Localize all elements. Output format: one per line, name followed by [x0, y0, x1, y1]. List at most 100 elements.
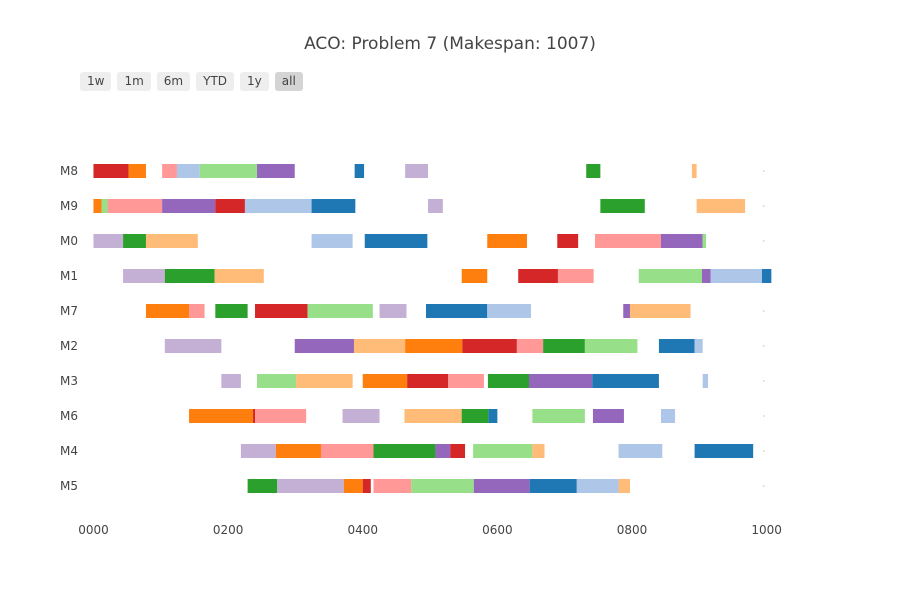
task-bar[interactable]	[176, 164, 200, 178]
task-bar[interactable]	[145, 234, 198, 248]
task-bar[interactable]	[473, 444, 533, 458]
task-bar[interactable]	[189, 304, 205, 318]
task-bar[interactable]	[487, 234, 527, 248]
task-bar[interactable]	[691, 164, 697, 178]
task-bar[interactable]	[694, 444, 754, 458]
task-bar[interactable]	[532, 409, 585, 423]
task-bar[interactable]	[543, 339, 585, 353]
task-bar[interactable]	[426, 304, 488, 318]
task-bar[interactable]	[253, 409, 256, 423]
task-bar[interactable]	[473, 479, 530, 493]
task-bar[interactable]	[123, 234, 146, 248]
task-bar[interactable]	[354, 164, 365, 178]
task-bar[interactable]	[244, 199, 312, 213]
task-bar[interactable]	[638, 269, 703, 283]
range-button-ytd[interactable]: YTD	[196, 72, 235, 91]
task-bar[interactable]	[162, 199, 216, 213]
task-bar[interactable]	[529, 479, 577, 493]
task-bar[interactable]	[660, 234, 703, 248]
task-bar[interactable]	[353, 339, 406, 353]
task-bar[interactable]	[557, 234, 579, 248]
task-bar[interactable]	[362, 479, 371, 493]
task-bar[interactable]	[164, 269, 215, 283]
task-bar[interactable]	[594, 234, 661, 248]
task-bar[interactable]	[199, 164, 258, 178]
task-bar[interactable]	[296, 374, 353, 388]
task-bar[interactable]	[487, 304, 532, 318]
task-bar[interactable]	[435, 444, 451, 458]
task-bar[interactable]	[404, 409, 462, 423]
task-bar[interactable]	[362, 374, 408, 388]
task-bar[interactable]	[307, 304, 373, 318]
task-bar[interactable]	[702, 374, 709, 388]
task-bar[interactable]	[257, 164, 295, 178]
task-bar[interactable]	[702, 269, 711, 283]
task-bar[interactable]	[215, 199, 245, 213]
task-bar[interactable]	[311, 199, 356, 213]
task-bar[interactable]	[702, 234, 707, 248]
task-bar[interactable]	[411, 479, 474, 493]
task-bar[interactable]	[373, 444, 436, 458]
task-bar[interactable]	[600, 199, 645, 213]
task-bar[interactable]	[93, 199, 102, 213]
task-bar[interactable]	[101, 199, 108, 213]
task-bar[interactable]	[761, 269, 772, 283]
task-bar[interactable]	[450, 444, 466, 458]
task-bar[interactable]	[364, 234, 428, 248]
task-bar[interactable]	[405, 164, 429, 178]
task-bar[interactable]	[586, 164, 601, 178]
task-bar[interactable]	[618, 444, 663, 458]
task-bar[interactable]	[247, 479, 278, 493]
task-bar[interactable]	[618, 479, 630, 493]
task-bar[interactable]	[592, 409, 624, 423]
task-bar[interactable]	[128, 164, 146, 178]
task-bar[interactable]	[255, 304, 308, 318]
range-button-1y[interactable]: 1y	[240, 72, 269, 91]
task-bar[interactable]	[696, 199, 746, 213]
task-bar[interactable]	[462, 339, 517, 353]
task-bar[interactable]	[557, 269, 594, 283]
task-bar[interactable]	[448, 374, 484, 388]
task-bar[interactable]	[428, 199, 443, 213]
task-bar[interactable]	[277, 479, 344, 493]
task-bar[interactable]	[321, 444, 374, 458]
task-bar[interactable]	[145, 304, 190, 318]
task-bar[interactable]	[221, 374, 241, 388]
task-bar[interactable]	[189, 409, 253, 423]
task-bar[interactable]	[629, 304, 691, 318]
task-bar[interactable]	[488, 409, 498, 423]
task-bar[interactable]	[164, 339, 222, 353]
task-bar[interactable]	[532, 444, 545, 458]
task-bar[interactable]	[107, 199, 163, 213]
task-bar[interactable]	[461, 409, 489, 423]
task-bar[interactable]	[294, 339, 354, 353]
task-bar[interactable]	[592, 374, 659, 388]
task-bar[interactable]	[275, 444, 321, 458]
task-bar[interactable]	[584, 339, 638, 353]
task-bar[interactable]	[660, 409, 676, 423]
task-bar[interactable]	[162, 164, 177, 178]
task-bar[interactable]	[658, 339, 695, 353]
task-bar[interactable]	[576, 479, 619, 493]
task-bar[interactable]	[623, 304, 630, 318]
range-button-1w[interactable]: 1w	[80, 72, 112, 91]
range-button-all[interactable]: all	[274, 72, 303, 91]
task-bar[interactable]	[342, 409, 380, 423]
task-bar[interactable]	[373, 479, 412, 493]
task-bar[interactable]	[311, 234, 353, 248]
task-bar[interactable]	[487, 374, 529, 388]
task-bar[interactable]	[257, 374, 297, 388]
task-bar[interactable]	[710, 269, 762, 283]
task-bar[interactable]	[215, 304, 248, 318]
range-button-6m[interactable]: 6m	[156, 72, 191, 91]
task-bar[interactable]	[255, 409, 307, 423]
task-bar[interactable]	[240, 444, 276, 458]
task-bar[interactable]	[123, 269, 165, 283]
task-bar[interactable]	[214, 269, 264, 283]
task-bar[interactable]	[516, 339, 544, 353]
task-bar[interactable]	[93, 164, 129, 178]
task-bar[interactable]	[379, 304, 407, 318]
task-bar[interactable]	[694, 339, 703, 353]
task-bar[interactable]	[93, 234, 124, 248]
task-bar[interactable]	[343, 479, 363, 493]
